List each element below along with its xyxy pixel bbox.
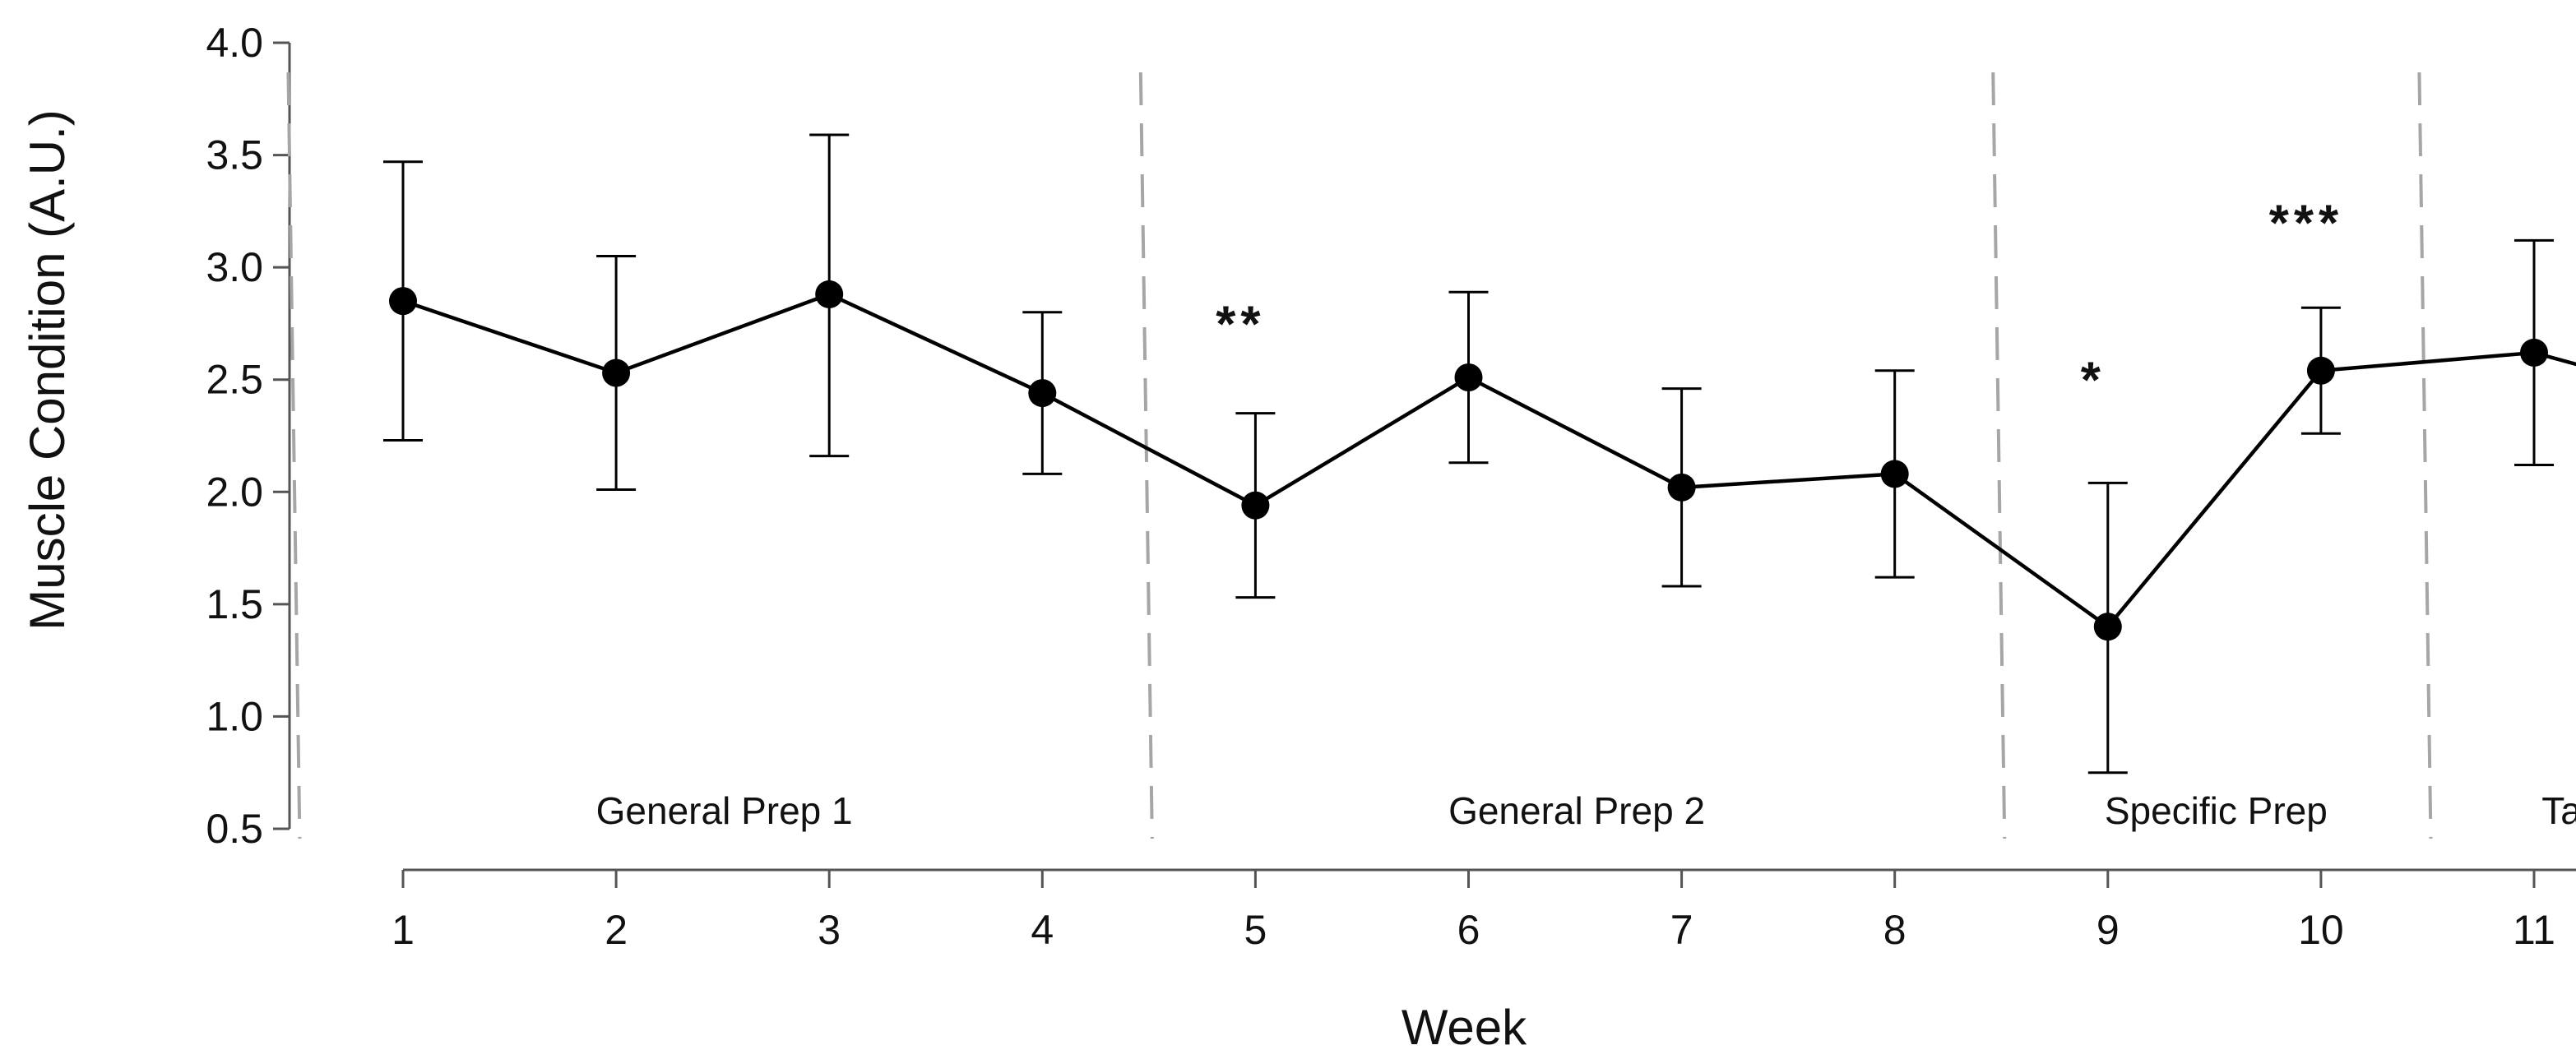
significance-marker: * [2081, 353, 2106, 409]
data-point [2306, 356, 2335, 385]
significance-markers: ****** [1216, 195, 2343, 409]
phase-label: Taper [2541, 789, 2576, 832]
data-point [1667, 473, 1696, 502]
x-axis: 123456789101112 [391, 868, 2576, 953]
phase-dividers [286, 72, 2433, 839]
data-point [389, 287, 417, 316]
y-tick-label: 1.5 [206, 581, 263, 627]
phase-divider [1138, 72, 1154, 839]
x-tick-label: 11 [2513, 907, 2555, 953]
phase-divider [2417, 72, 2433, 839]
data-point [1454, 363, 1483, 391]
data-point [1241, 491, 1270, 520]
y-tick-label: 3.0 [206, 244, 263, 290]
data-point [815, 280, 844, 308]
x-axis-title: Week [1402, 1000, 1527, 1055]
data-points [389, 280, 2548, 641]
x-tick-label: 1 [391, 907, 415, 953]
series-polyline [402, 292, 2576, 629]
phase-labels: General Prep 1 General Prep 2 Specific Pre… [596, 789, 2576, 832]
phase-label: Specific Prep [2105, 789, 2328, 832]
phase-label: General Prep 2 [1448, 789, 1705, 832]
data-point [1880, 460, 1909, 488]
x-tick-label: 5 [1244, 907, 1267, 953]
significance-marker: ** [1216, 296, 1265, 353]
data-point [1028, 379, 1057, 408]
x-tick-label: 3 [818, 907, 841, 953]
y-tick-label: 2.0 [206, 469, 263, 515]
error-bars [383, 133, 2554, 775]
data-point [602, 358, 631, 387]
x-tick-label: 10 [2298, 907, 2344, 953]
x-tick-label: 8 [1883, 907, 1907, 953]
y-axis-title: Muscle Condition (A.U.) [20, 109, 75, 631]
y-tick-label: 4.0 [206, 20, 263, 66]
x-tick-label: 4 [1031, 907, 1054, 953]
data-point [2093, 613, 2122, 641]
y-tick-label: 3.5 [206, 132, 263, 178]
y-tick-label: 2.5 [206, 357, 263, 403]
data-point [2520, 338, 2548, 367]
phase-label: General Prep 1 [596, 789, 853, 832]
x-tick-label: 2 [605, 907, 628, 953]
y-tick-label: 0.5 [206, 806, 263, 852]
phase-divider [286, 72, 302, 839]
y-tick-label: 1.0 [206, 693, 263, 739]
significance-marker: *** [2269, 195, 2343, 252]
phase-divider [1991, 72, 2007, 839]
x-tick-label: 6 [1457, 907, 1480, 953]
y-axis: 0.5 1.0 1.5 2.0 2.5 3.0 3.5 4.0 [206, 20, 291, 852]
x-tick-label: 9 [2096, 907, 2120, 953]
series-line [402, 292, 2576, 629]
x-tick-label: 7 [1670, 907, 1693, 953]
